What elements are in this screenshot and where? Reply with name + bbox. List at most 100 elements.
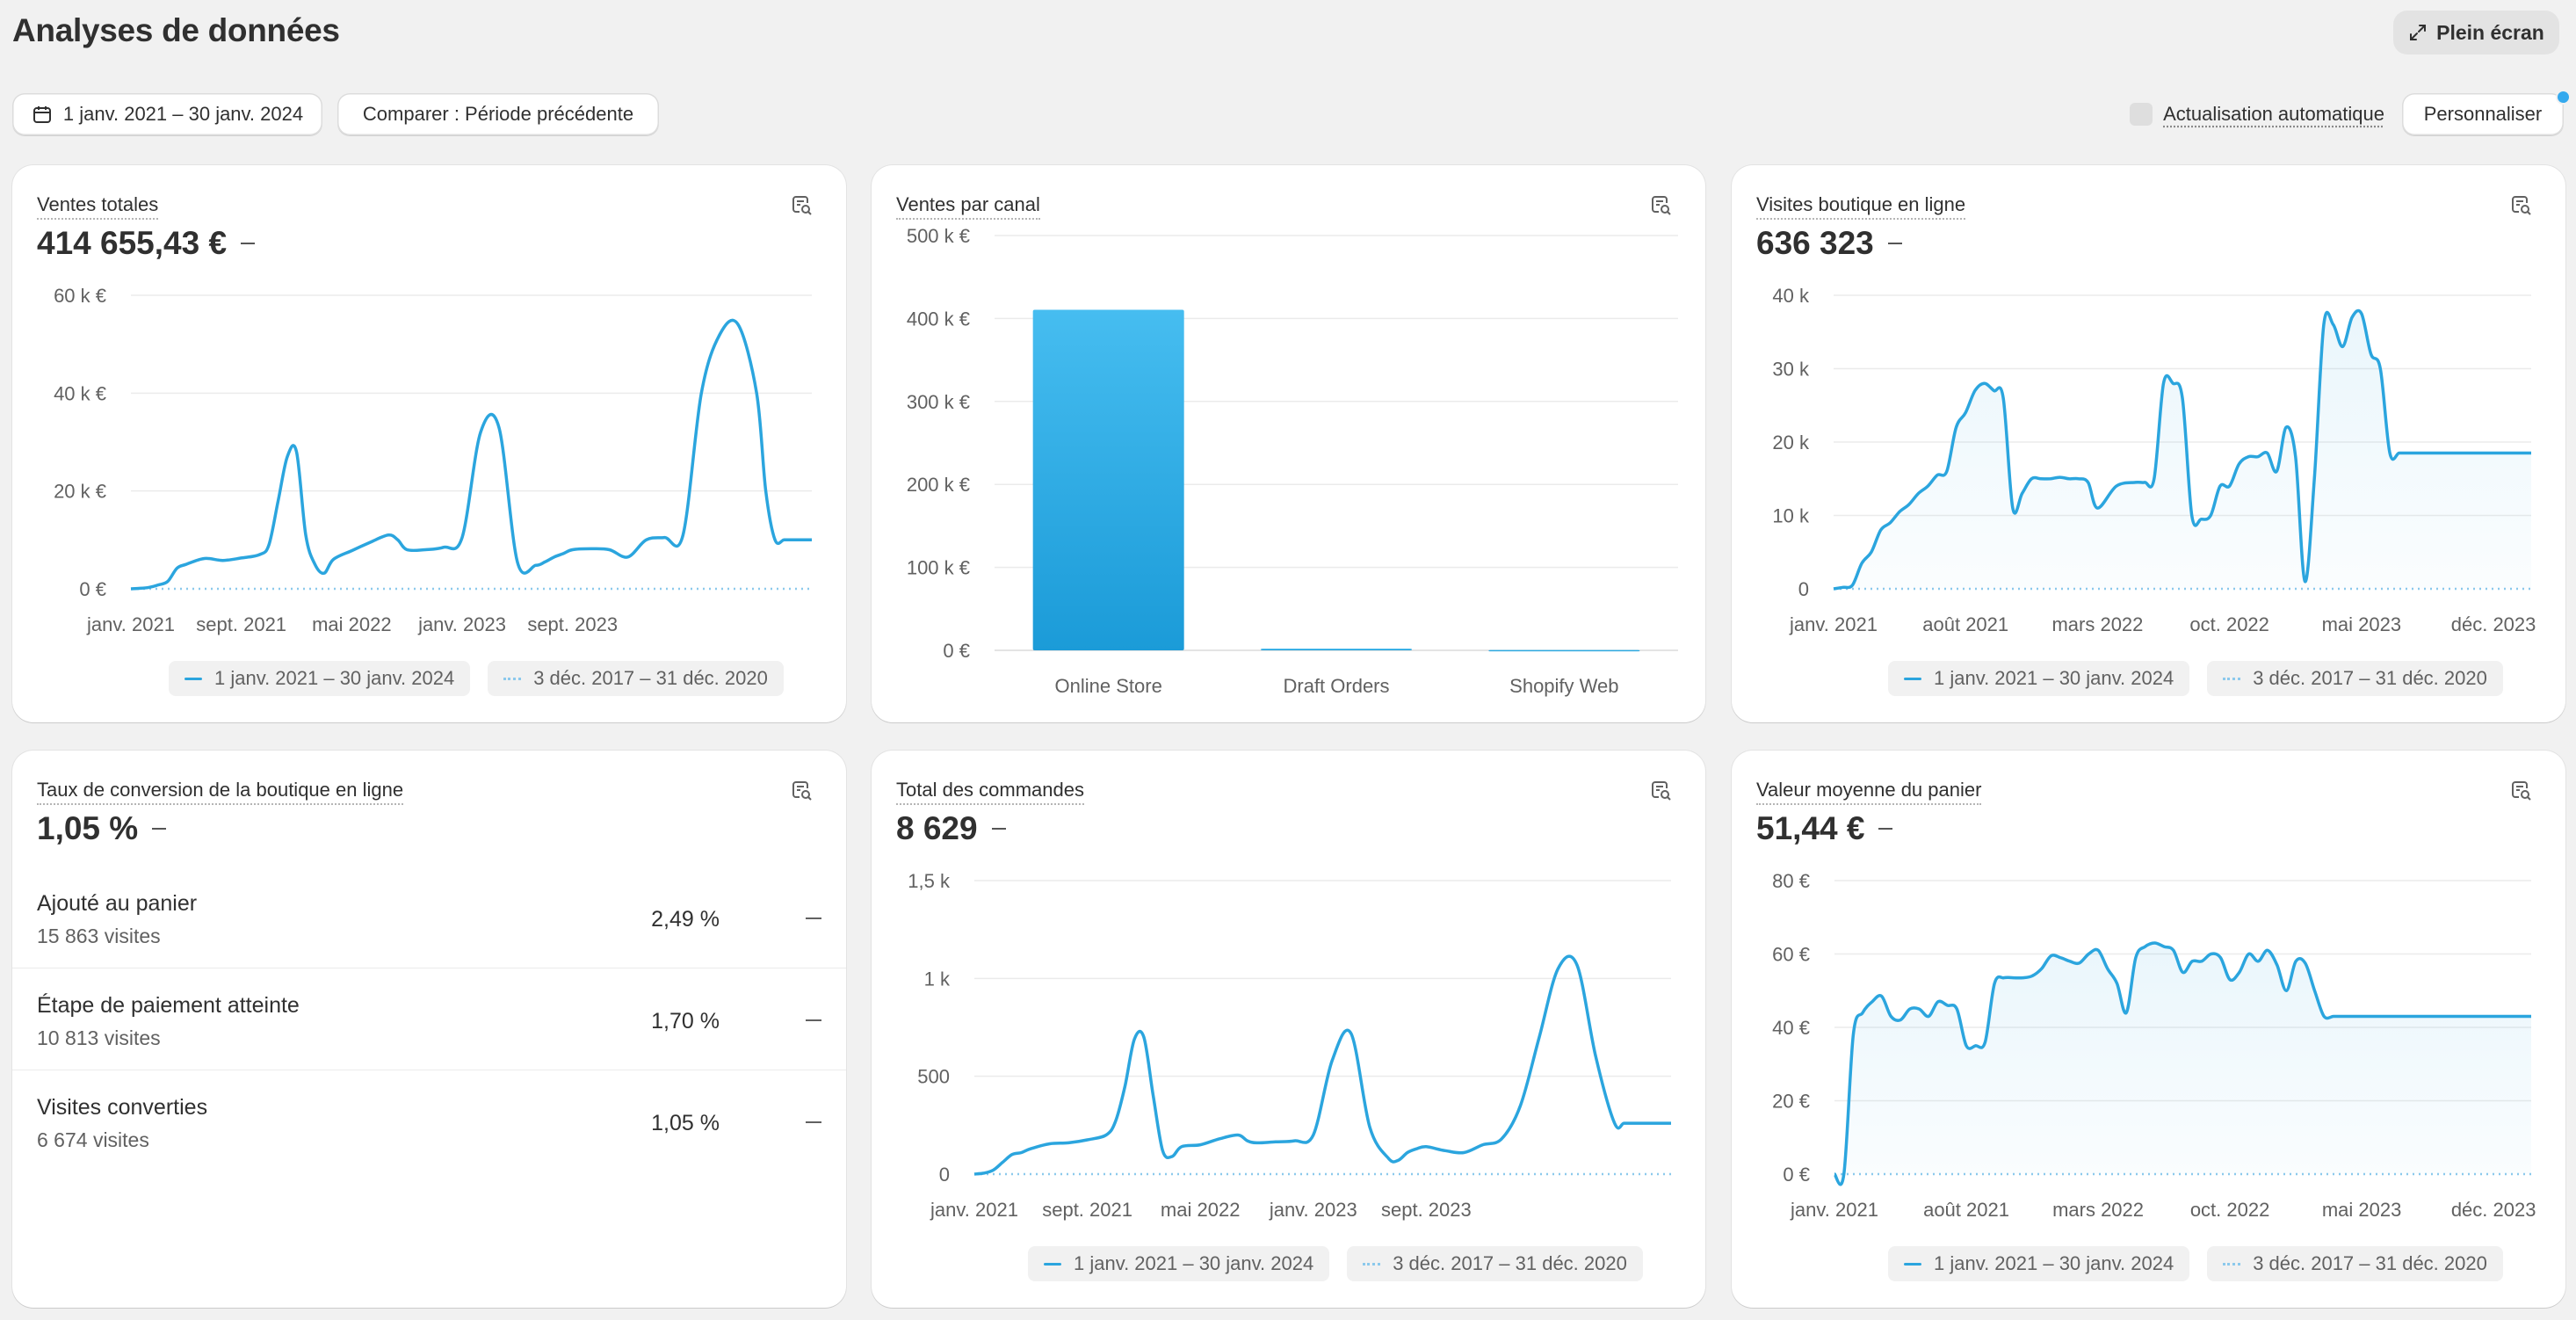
explore-icon[interactable] — [1649, 193, 1674, 218]
metric-value: 1,05 % — [37, 810, 139, 846]
x-tick-label: janv. 2021 — [930, 1199, 1018, 1221]
average-order-value-chart: 0 € 20 € 40 € 60 € 80 € janv. 2021 août 2021 ma… — [1772, 870, 2536, 1221]
x-tick-label: Online Store — [1055, 675, 1162, 697]
no-change-indicator — [1878, 828, 1893, 830]
x-tick-label: mai 2023 — [2322, 1199, 2402, 1221]
y-tick-label: 500 — [917, 1066, 950, 1088]
no-change-indicator — [806, 1121, 821, 1123]
card-conversion-rate: Taux de conversion de la boutique en lig… — [12, 751, 846, 1308]
no-change-indicator — [806, 1019, 821, 1021]
total-sales-chart: 0 € 20 k € 40 k € 60 k € janv. 2021 sept. 202… — [54, 285, 812, 635]
x-tick-label: sept. 2021 — [196, 613, 286, 635]
funnel-label: Visites converties — [37, 1095, 208, 1120]
explore-icon[interactable] — [2509, 193, 2534, 218]
series-current-line — [1833, 941, 2532, 1186]
metric-value: 414 655,43 € — [37, 225, 228, 261]
legend-previous[interactable]: 3 déc. 2017 – 31 déc. 2020 — [2207, 1246, 2503, 1281]
x-tick-label: mars 2022 — [2052, 1199, 2144, 1221]
legend-label: 3 déc. 2017 – 31 déc. 2020 — [1393, 1252, 1627, 1274]
y-tick-label: 0 € — [943, 640, 970, 662]
customize-label: Personnaliser — [2423, 103, 2543, 125]
fullscreen-label: Plein écran — [2436, 20, 2544, 44]
legend-previous[interactable]: 3 déc. 2017 – 31 déc. 2020 — [2207, 661, 2503, 696]
card-metric: 414 655,43 € — [37, 225, 256, 262]
y-tick-label: 20 € — [1772, 1091, 1810, 1113]
auto-refresh-toggle[interactable]: Actualisation automatique — [2130, 93, 2384, 135]
card-average-order-value: Valeur moyenne du panier 51,44 € 0 € 20 €… — [1732, 751, 2565, 1308]
legend-label: 1 janv. 2021 – 30 janv. 2024 — [1074, 1252, 1314, 1274]
compare-button[interactable]: Comparer : Période précédente — [337, 93, 659, 135]
legend-current[interactable]: 1 janv. 2021 – 30 janv. 2024 — [1888, 1246, 2190, 1281]
x-tick-label: janv. 2021 — [1789, 613, 1878, 635]
chart-legend: 1 janv. 2021 – 30 janv. 2024 3 déc. 2017… — [1028, 1246, 1643, 1281]
series-current-line — [1833, 308, 2531, 591]
funnel-count: 10 813 visites — [37, 1026, 161, 1049]
x-tick-label: sept. 2023 — [1381, 1199, 1472, 1221]
series-current-line — [973, 954, 1671, 1176]
fullscreen-button[interactable]: Plein écran — [2393, 11, 2559, 54]
card-title[interactable]: Valeur moyenne du panier — [1756, 779, 1982, 805]
card-online-store-sessions: Visites boutique en ligne 636 323 0 10 k 2… — [1732, 165, 2565, 722]
explore-icon[interactable] — [790, 779, 814, 803]
card-title[interactable]: Total des commandes — [896, 779, 1084, 805]
funnel-row-converted: Visites converties 6 674 visites 1,05 % — [12, 1070, 846, 1172]
y-tick-label: 20 k — [1772, 432, 1810, 453]
y-tick-label: 0 — [939, 1164, 950, 1186]
card-title[interactable]: Ventes par canal — [896, 193, 1040, 220]
legend-swatch-solid — [1904, 1262, 1921, 1266]
online-store-sessions-chart: 0 10 k 20 k 30 k 40 k janv. 2021 août 2021 mars… — [1772, 285, 2536, 635]
legend-swatch-dotted — [503, 677, 522, 680]
x-tick-label: oct. 2022 — [2189, 613, 2269, 635]
y-tick-label: 60 k € — [54, 285, 106, 307]
funnel-label: Ajouté au panier — [37, 891, 198, 916]
y-tick-label: 40 k — [1772, 285, 1810, 307]
x-tick-label: janv. 2021 — [86, 613, 175, 635]
legend-swatch-solid — [1904, 677, 1921, 680]
legend-current[interactable]: 1 janv. 2021 – 30 janv. 2024 — [1888, 661, 2190, 696]
funnel-label: Étape de paiement atteinte — [37, 993, 300, 1018]
x-tick-label: août 2021 — [1922, 613, 2008, 635]
funnel-percentage: 1,70 % — [651, 1009, 720, 1034]
explore-icon[interactable] — [1649, 779, 1674, 803]
y-tick-label: 20 k € — [54, 481, 106, 503]
card-metric: 51,44 € — [1756, 810, 1893, 847]
customize-button[interactable]: Personnaliser — [2402, 93, 2564, 135]
y-tick-label: 300 k € — [907, 391, 970, 413]
card-title[interactable]: Ventes totales — [37, 193, 159, 220]
metric-value: 636 323 — [1756, 225, 1874, 261]
legend-previous[interactable]: 3 déc. 2017 – 31 déc. 2020 — [488, 661, 784, 696]
legend-label: 3 déc. 2017 – 31 déc. 2020 — [2253, 667, 2487, 689]
legend-current[interactable]: 1 janv. 2021 – 30 janv. 2024 — [169, 661, 471, 696]
card-title[interactable]: Taux de conversion de la boutique en lig… — [37, 779, 404, 805]
legend-current[interactable]: 1 janv. 2021 – 30 janv. 2024 — [1028, 1246, 1330, 1281]
series-current-area — [1834, 310, 2531, 589]
date-range-button[interactable]: 1 janv. 2021 – 30 janv. 2024 — [12, 93, 322, 135]
x-tick-label: mai 2022 — [312, 613, 392, 635]
x-tick-label: oct. 2022 — [2190, 1199, 2270, 1221]
chart-legend: 1 janv. 2021 – 30 janv. 2024 3 déc. 2017… — [1888, 1246, 2503, 1281]
chart-legend: 1 janv. 2021 – 30 janv. 2024 3 déc. 2017… — [169, 661, 784, 696]
x-tick-label: janv. 2021 — [1790, 1199, 1878, 1221]
series-current-area — [1834, 943, 2531, 1185]
x-tick-label: mai 2023 — [2322, 613, 2402, 635]
funnel-count: 6 674 visites — [37, 1128, 149, 1151]
no-change-indicator — [152, 828, 167, 830]
card-title[interactable]: Visites boutique en ligne — [1756, 193, 1966, 220]
sales-by-channel-chart: 0 € 100 k € 200 k € 300 k € 400 k € 500 k € On… — [907, 225, 1678, 697]
card-total-sales: Ventes totales 414 655,43 € 0 € 20 k € 40 … — [12, 165, 846, 722]
y-tick-label: 10 k — [1772, 505, 1810, 527]
legend-previous[interactable]: 3 déc. 2017 – 31 déc. 2020 — [1347, 1246, 1643, 1281]
legend-label: 1 janv. 2021 – 30 janv. 2024 — [214, 667, 455, 689]
card-total-orders: Total des commandes 8 629 0 500 1 k 1,5 k ja… — [872, 751, 1705, 1308]
x-tick-label: déc. 2023 — [2451, 613, 2536, 635]
funnel-percentage: 2,49 % — [651, 907, 720, 932]
y-tick-label: 0 € — [79, 578, 106, 600]
x-tick-label: sept. 2023 — [527, 613, 618, 635]
y-tick-label: 40 k € — [54, 382, 106, 404]
card-sales-by-channel: Ventes par canal 0 € 100 k € 200 k € 300 k … — [872, 165, 1705, 722]
x-tick-label: août 2021 — [1923, 1199, 2009, 1221]
legend-label: 3 déc. 2017 – 31 déc. 2020 — [533, 667, 768, 689]
explore-icon[interactable] — [2509, 779, 2534, 803]
explore-icon[interactable] — [790, 193, 814, 218]
auto-refresh-checkbox[interactable] — [2130, 103, 2153, 126]
